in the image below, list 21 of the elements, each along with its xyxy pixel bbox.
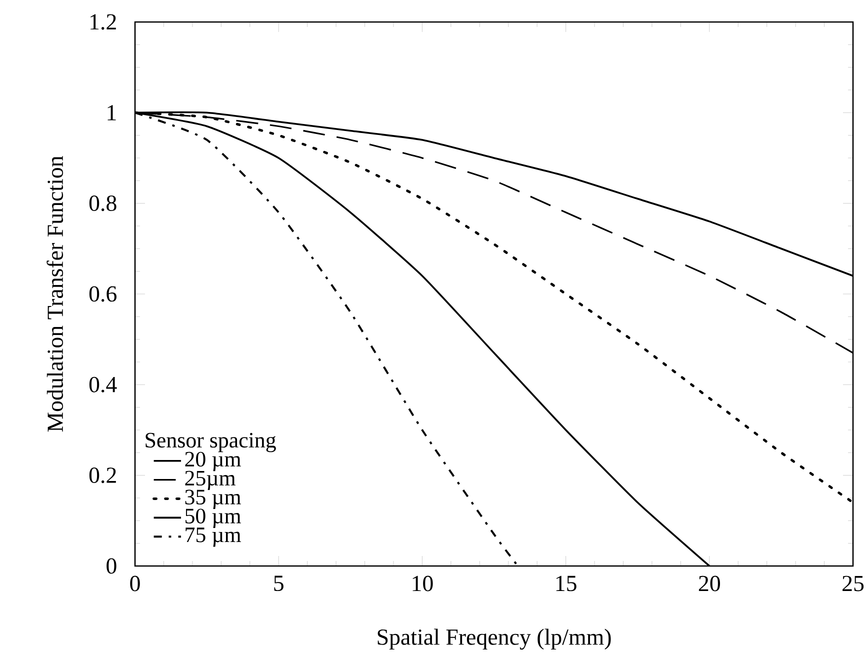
x-tick-label: 15 (556, 576, 576, 592)
y-tick-label: 1 (108, 105, 116, 120)
y-tick-label: 1.2 (90, 14, 116, 30)
y-tick-label: 0.6 (89, 286, 116, 302)
x-axis-title: Spatial Freqency (lp/mm) (378, 628, 611, 650)
legend-label: 25µm (185, 470, 236, 490)
x-tick-label: 25 (842, 576, 864, 592)
legend-label: 20 µm (185, 452, 241, 472)
x-tick-label: 20 (698, 576, 720, 592)
y-tick-label: 0.4 (89, 376, 117, 392)
y-tick-label: 0.8 (89, 196, 116, 212)
y-tick-label: 0 (106, 558, 116, 574)
legend-label: 50 µm (186, 508, 241, 528)
legend-title: Sensor spacing (146, 432, 276, 452)
legend-label: 75 µm (186, 528, 241, 547)
x-tick-label: 0 (130, 576, 140, 592)
y-axis-title: Modulation Transfer Function (46, 156, 64, 432)
x-tick-label: 10 (412, 576, 433, 592)
x-tick-label: 5 (274, 576, 284, 592)
legend-label: 35 µm (185, 490, 241, 509)
y-tick-label: 0.2 (89, 468, 116, 484)
